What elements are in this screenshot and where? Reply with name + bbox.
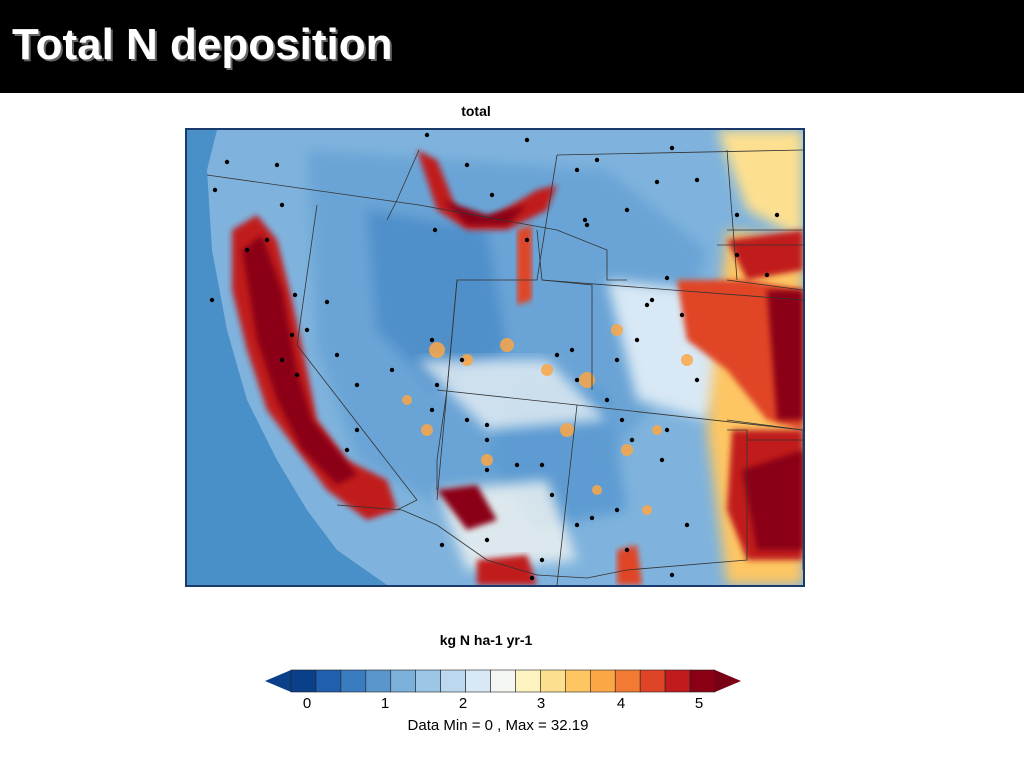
- data-range-text: Data Min = 0 , Max = 32.19: [407, 717, 589, 734]
- colorbar-segment: [614, 669, 641, 693]
- map-panel-title: total: [461, 103, 491, 119]
- colorbar-segment: [340, 669, 367, 693]
- colorbar-low-extend-arrow: [265, 670, 291, 692]
- colorbar-segment: [315, 669, 342, 693]
- colorbar-segment: [440, 669, 466, 693]
- colorbar-high-extend-arrow: [715, 670, 741, 692]
- colorbar-segment: [540, 669, 566, 693]
- deposition-map-canvas: [187, 130, 803, 585]
- colorbar-tick-3: 3: [536, 695, 546, 712]
- colorbar-tick-1: 1: [380, 695, 390, 712]
- deposition-map: [185, 128, 805, 587]
- colorbar-tick-4: 4: [616, 695, 626, 712]
- colorbar-segment: [490, 669, 516, 693]
- colorbar-unit-label: kg N ha-1 yr-1: [439, 632, 533, 648]
- state-borders: [206, 149, 803, 585]
- colorbar-tick-2: 2: [458, 695, 468, 712]
- colorbar: [265, 669, 741, 693]
- arizona-hotspot: [437, 485, 497, 530]
- colorbar-segment: [565, 669, 591, 693]
- colorbar-segment: [465, 669, 491, 693]
- colorbar-segment: [415, 669, 441, 693]
- colorbar-tick-0: 0: [302, 695, 312, 712]
- slide-title: Total N deposition: [12, 20, 393, 69]
- monitoring-sites: [209, 132, 780, 581]
- colorbar-tick-5: 5: [694, 695, 704, 712]
- colorbar-segment: [589, 669, 616, 693]
- colorbar-segment: [515, 669, 541, 693]
- colorbar-segment: [664, 669, 691, 693]
- colorbar-segment: [365, 669, 392, 693]
- colorbar-segments: [290, 669, 716, 693]
- colorbar-segment: [639, 669, 666, 693]
- title-bar: Total N deposition: [0, 0, 1024, 93]
- colorbar-segment: [390, 669, 417, 693]
- colorbar-segment: [689, 669, 716, 693]
- colorbar-segment: [290, 669, 317, 693]
